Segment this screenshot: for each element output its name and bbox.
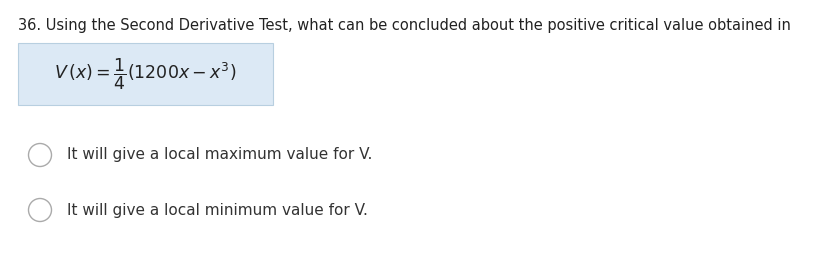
FancyBboxPatch shape: [18, 43, 273, 105]
Text: It will give a local minimum value for V.: It will give a local minimum value for V…: [67, 203, 367, 217]
Text: 36. Using the Second Derivative Test, what can be concluded about the positive c: 36. Using the Second Derivative Test, wh…: [18, 18, 791, 33]
Text: $V\,(x) = \dfrac{1}{4}(1200x - x^3)$: $V\,(x) = \dfrac{1}{4}(1200x - x^3)$: [54, 56, 237, 92]
Circle shape: [28, 143, 52, 166]
Text: It will give a local maximum value for V.: It will give a local maximum value for V…: [67, 148, 372, 163]
Circle shape: [28, 198, 52, 222]
